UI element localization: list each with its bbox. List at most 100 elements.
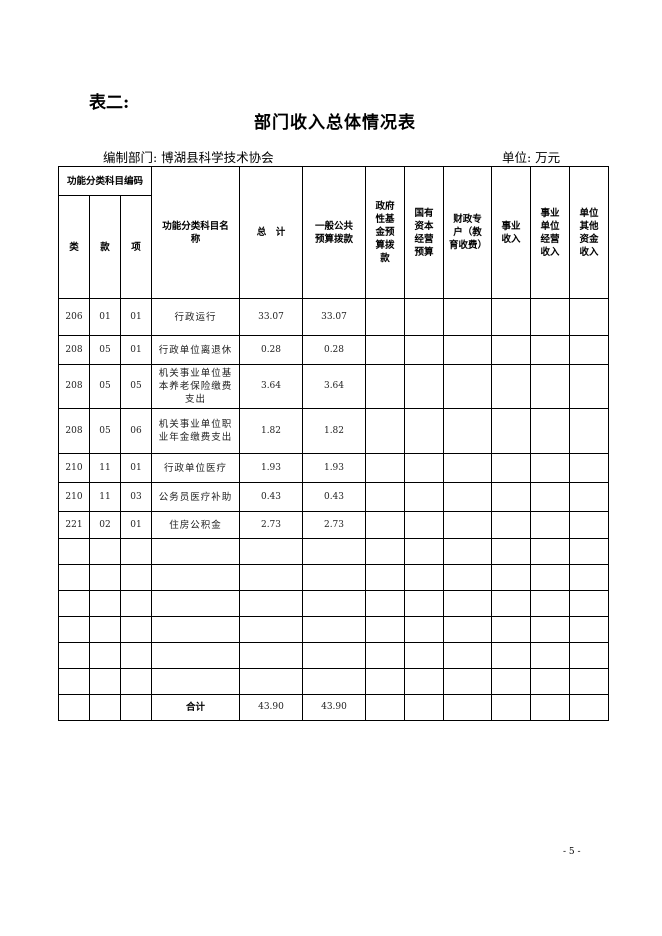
cell-empty: [443, 590, 492, 617]
cell-lei: 221: [58, 511, 90, 539]
total-row: 合计 43.90 43.90: [58, 694, 609, 721]
cell-empty: [491, 538, 531, 565]
empty-row: [58, 642, 609, 669]
cell-kuan: 01: [89, 298, 121, 336]
table-row: 210 11 01 行政单位医疗 1.93 1.93: [58, 453, 609, 483]
cell-name: 住房公积金: [151, 511, 240, 539]
cell-empty: [491, 453, 531, 483]
cell-empty: [530, 408, 570, 454]
header-xiang: 项: [120, 195, 152, 299]
table-row: 210 11 03 公务员医疗补助 0.43 0.43: [58, 482, 609, 512]
cell-empty: [530, 453, 570, 483]
cell-empty: [302, 590, 366, 617]
cell-empty: [443, 642, 492, 669]
header-lei: 类: [58, 195, 90, 299]
cell-empty: [530, 590, 570, 617]
cell-empty: [491, 482, 531, 512]
cell-empty: [302, 538, 366, 565]
cell-empty: [443, 564, 492, 591]
cell-empty: [120, 694, 152, 721]
cell-empty: [365, 538, 405, 565]
header-general-budget: 一般公共预算拨款: [302, 166, 366, 299]
cell-total: 0.28: [239, 335, 303, 365]
cell-empty: [443, 408, 492, 454]
table-row: 206 01 01 行政运行 33.07 33.07: [58, 298, 609, 336]
cell-empty: [58, 564, 90, 591]
cell-empty: [404, 408, 444, 454]
cell-empty: [365, 564, 405, 591]
cell-empty: [58, 668, 90, 695]
cell-kuan: 11: [89, 482, 121, 512]
cell-lei: 206: [58, 298, 90, 336]
cell-empty: [302, 616, 366, 643]
cell-empty: [569, 453, 609, 483]
header-total: 总 计: [239, 166, 303, 299]
cell-empty: [404, 590, 444, 617]
cell-empty: [58, 616, 90, 643]
cell-empty: [365, 364, 405, 409]
header-fiscal-special: 财政专户（教育收费）: [443, 166, 492, 299]
cell-empty: [151, 642, 240, 669]
cell-xiang: 03: [120, 482, 152, 512]
header-kuan: 款: [89, 195, 121, 299]
cell-total: 0.43: [239, 482, 303, 512]
cell-empty: [239, 616, 303, 643]
cell-empty: [491, 668, 531, 695]
cell-kuan: 02: [89, 511, 121, 539]
cell-empty: [569, 564, 609, 591]
cell-empty: [530, 642, 570, 669]
cell-empty: [365, 511, 405, 539]
income-table: 功能分类科目编码 功能分类科目名称 总 计 一般公共预算拨款 政府性基金预算拨款…: [58, 166, 609, 721]
cell-total-label: 合计: [151, 694, 240, 721]
cell-empty: [491, 590, 531, 617]
cell-total: 1.93: [239, 453, 303, 483]
header-business-unit-operating: 事业单位经营收入: [530, 166, 570, 299]
cell-empty: [569, 335, 609, 365]
cell-grand-total: 43.90: [239, 694, 303, 721]
cell-xiang: 01: [120, 298, 152, 336]
cell-empty: [443, 482, 492, 512]
cell-empty: [443, 511, 492, 539]
empty-row: [58, 590, 609, 617]
cell-empty: [443, 364, 492, 409]
header-other-income: 单位其他资金收入: [569, 166, 609, 299]
cell-lei: 208: [58, 408, 90, 454]
cell-empty: [239, 668, 303, 695]
cell-empty: [443, 538, 492, 565]
empty-row: [58, 564, 609, 591]
cell-name: 行政运行: [151, 298, 240, 336]
cell-empty: [239, 590, 303, 617]
department-label: 编制部门: 博湖县科学技术协会: [103, 150, 274, 165]
header-gov-fund: 政府性基金预算拨款: [365, 166, 405, 299]
cell-empty: [151, 590, 240, 617]
cell-empty: [530, 511, 570, 539]
cell-empty: [365, 482, 405, 512]
cell-empty: [530, 335, 570, 365]
cell-xiang: 05: [120, 364, 152, 409]
table-row: 208 05 01 行政单位离退休 0.28 0.28: [58, 335, 609, 365]
cell-empty: [120, 668, 152, 695]
cell-empty: [302, 564, 366, 591]
cell-empty: [491, 616, 531, 643]
cell-empty: [151, 538, 240, 565]
cell-empty: [404, 511, 444, 539]
cell-empty: [365, 642, 405, 669]
cell-general-budget: 2.73: [302, 511, 366, 539]
cell-empty: [58, 590, 90, 617]
cell-kuan: 05: [89, 335, 121, 365]
cell-empty: [491, 335, 531, 365]
cell-empty: [365, 616, 405, 643]
cell-empty: [404, 538, 444, 565]
cell-empty: [89, 590, 121, 617]
cell-empty: [491, 694, 531, 721]
cell-empty: [365, 335, 405, 365]
cell-empty: [569, 408, 609, 454]
cell-empty: [404, 453, 444, 483]
empty-row: [58, 668, 609, 695]
cell-empty: [530, 538, 570, 565]
cell-empty: [404, 364, 444, 409]
cell-empty: [404, 564, 444, 591]
cell-xiang: 01: [120, 453, 152, 483]
cell-empty: [491, 408, 531, 454]
cell-name: 行政单位医疗: [151, 453, 240, 483]
